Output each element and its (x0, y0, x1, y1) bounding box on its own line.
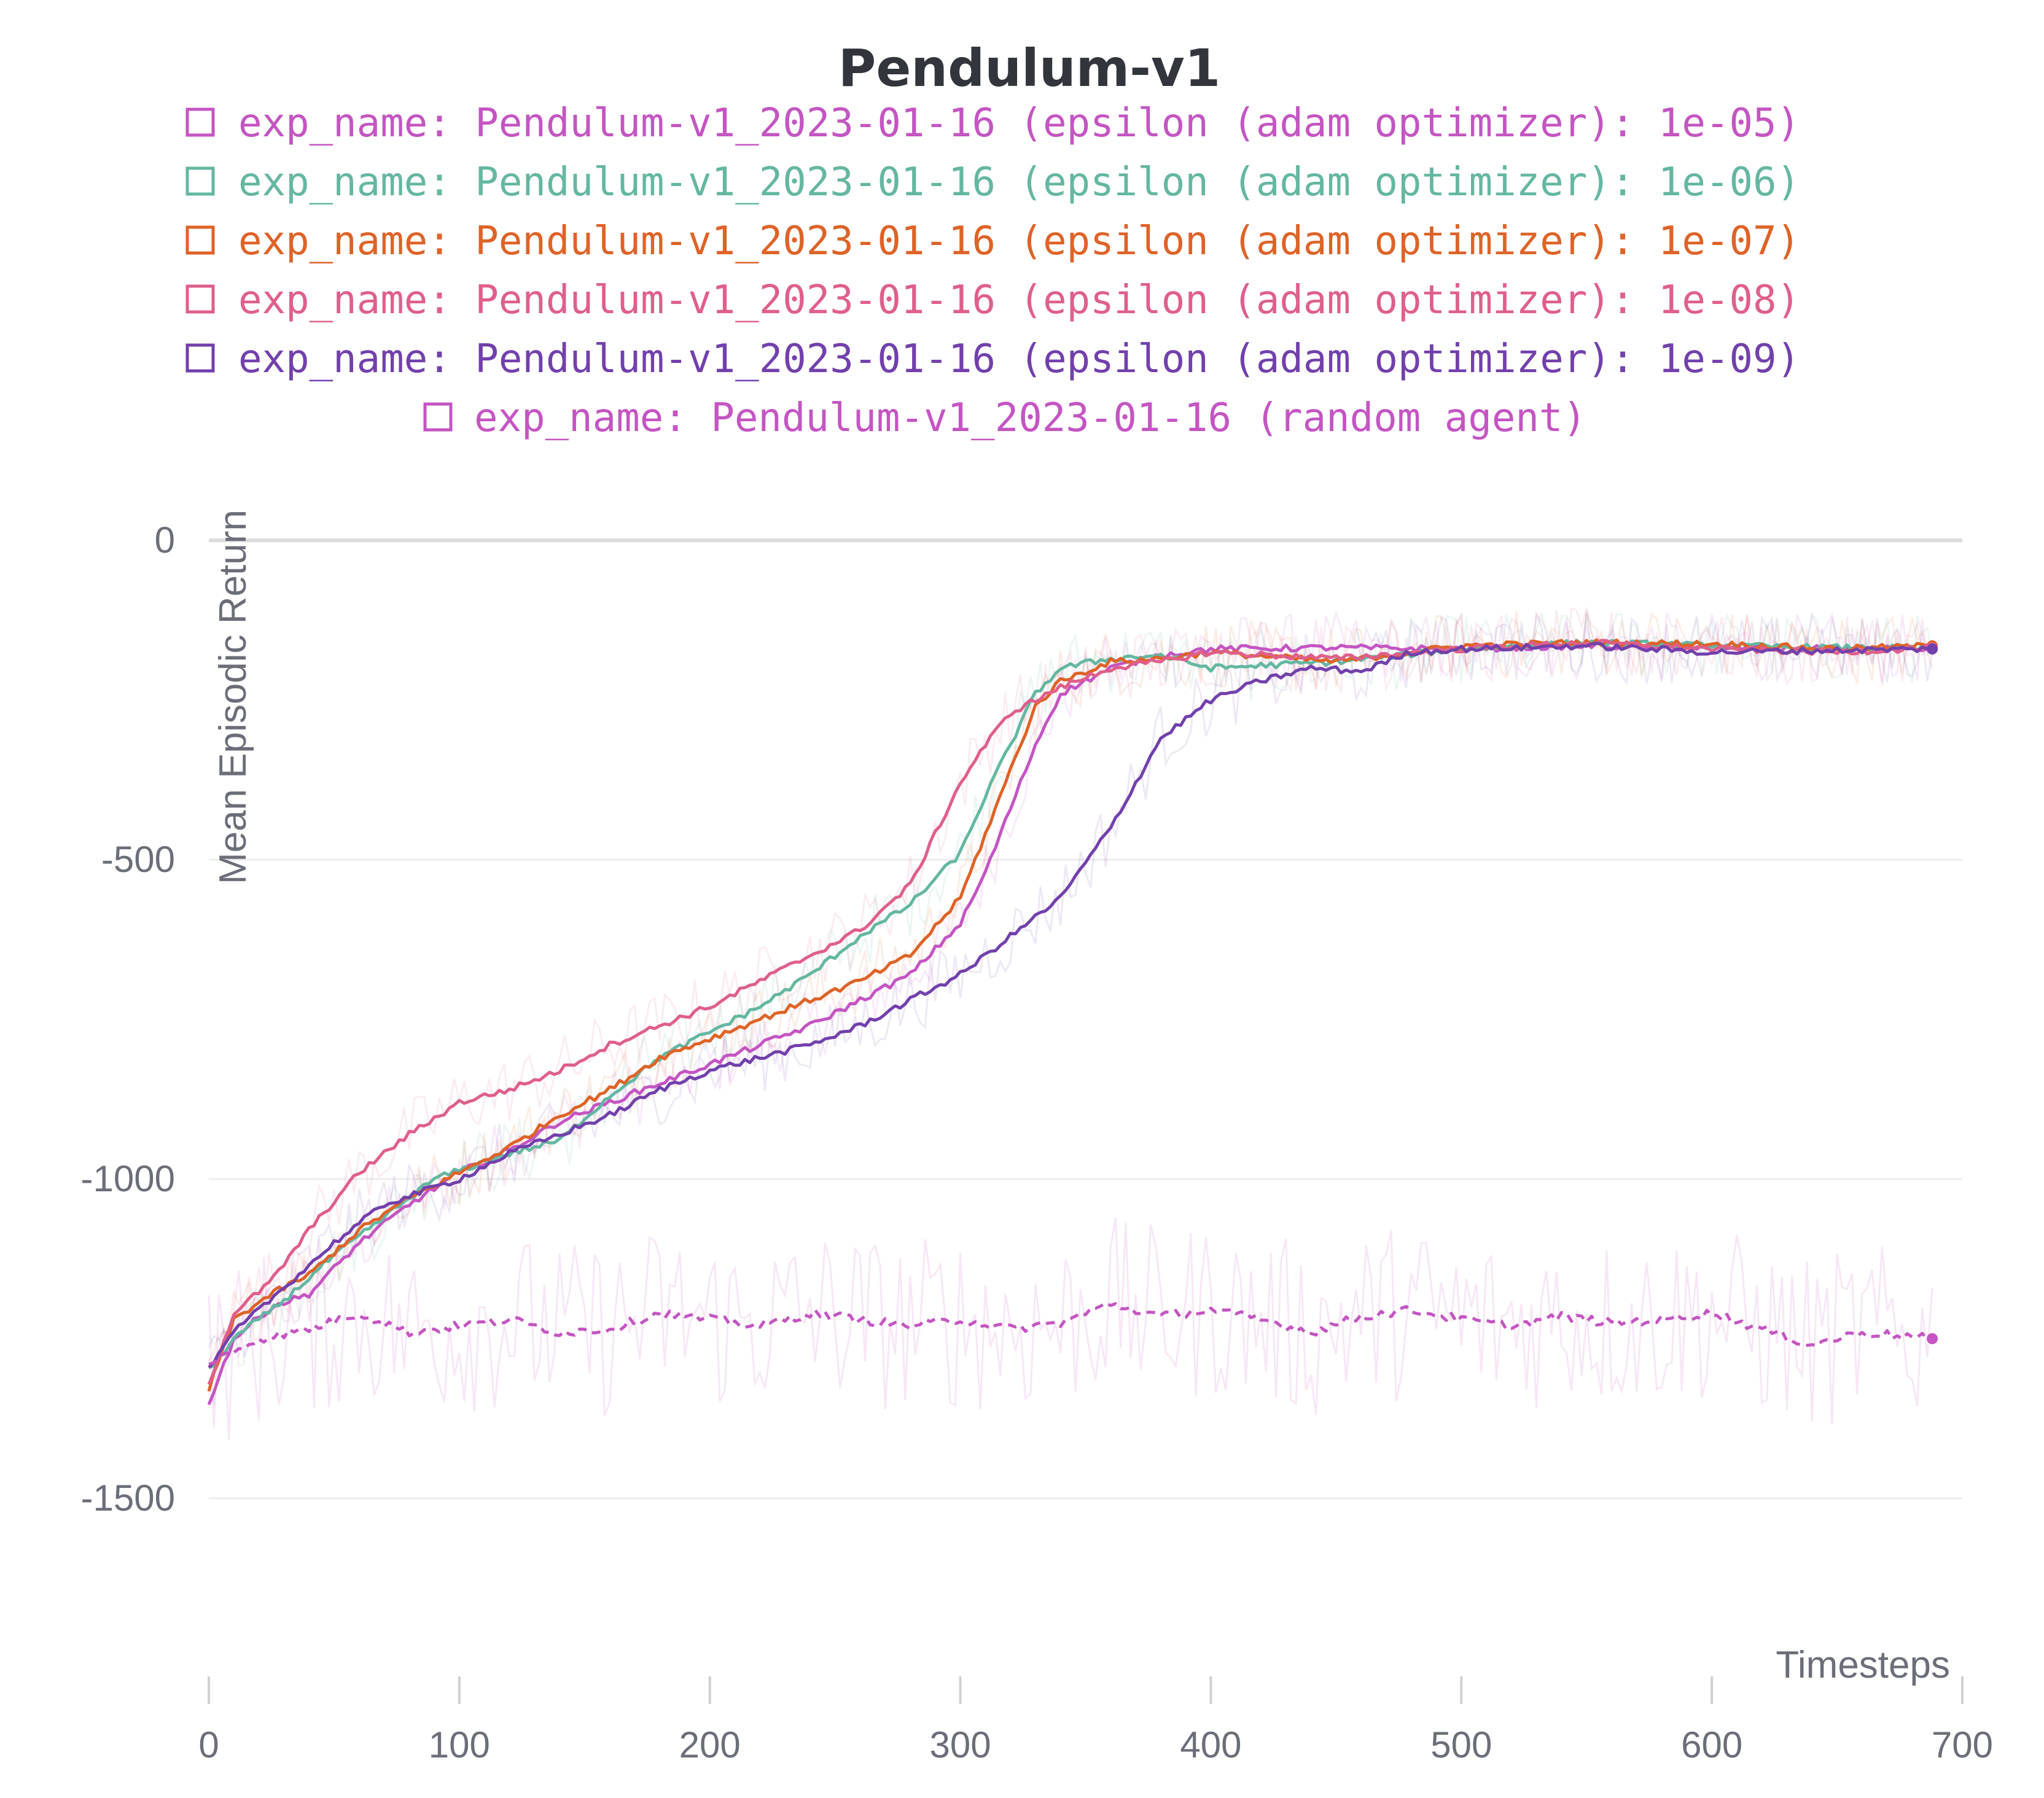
x-tick-label: 400 (1180, 1724, 1241, 1765)
series-line (208, 639, 1933, 1369)
legend-item[interactable]: exp_name: Pendulum-v1_2023-01-16 (epsilo… (185, 278, 1800, 323)
legend-item[interactable]: exp_name: Pendulum-v1_2023-01-16 (random… (423, 395, 1586, 441)
legend-item[interactable]: exp_name: Pendulum-v1_2023-01-16 (epsilo… (185, 160, 1800, 205)
x-tick-label: 300 (930, 1724, 991, 1765)
legend-label: exp_name: Pendulum-v1_2023-01-16 (epsilo… (238, 160, 1800, 205)
chart-grid (209, 539, 1962, 1500)
legend-item[interactable]: exp_name: Pendulum-v1_2023-01-16 (epsilo… (185, 101, 1800, 146)
y-tick-label: 0 (155, 520, 175, 561)
series-end-point (1927, 1333, 1938, 1344)
x-tick-label: 600 (1681, 1724, 1742, 1765)
legend-label: exp_name: Pendulum-v1_2023-01-16 (random… (474, 395, 1586, 441)
chart-legend[interactable]: exp_name: Pendulum-v1_2023-01-16 (epsilo… (185, 101, 1800, 441)
chart-axes: 0 -500 -1000 -1500 0 100 200 300 400 500 600 700 (81, 520, 1994, 1765)
chart-title: Pendulum-v1 (838, 38, 1220, 98)
legend-swatch-icon (185, 166, 215, 196)
series-line (208, 1301, 1933, 1366)
raw-series-trace (208, 609, 1933, 1368)
legend-label: exp_name: Pendulum-v1_2023-01-16 (epsilo… (238, 337, 1800, 382)
legend-swatch-icon (185, 284, 215, 314)
legend-swatch-icon (423, 402, 453, 432)
y-tick-label: -1500 (81, 1477, 175, 1519)
y-axis-label: Mean Episodic Return (212, 510, 254, 884)
raw-series-trace (208, 605, 1933, 1376)
legend-swatch-icon (185, 343, 215, 373)
series-line (208, 642, 1933, 1369)
x-axis-label: Timesteps (1776, 1644, 1950, 1686)
y-tick-label: -1000 (81, 1158, 175, 1199)
x-tick-label: 200 (679, 1724, 741, 1765)
raw-series-trace (208, 1217, 1933, 1441)
raw-series-noise (208, 605, 1933, 1441)
y-tick-label: -500 (101, 839, 175, 880)
x-tick-label: 0 (198, 1724, 219, 1765)
legend-label: exp_name: Pendulum-v1_2023-01-16 (epsilo… (238, 219, 1800, 264)
series-line (207, 639, 1933, 1385)
chart-series (207, 638, 1938, 1406)
legend-item[interactable]: exp_name: Pendulum-v1_2023-01-16 (epsilo… (185, 219, 1800, 264)
legend-swatch-icon (185, 107, 215, 137)
legend-label: exp_name: Pendulum-v1_2023-01-16 (epsilo… (238, 101, 1800, 146)
series-end-point (1927, 643, 1938, 655)
legend-item[interactable]: exp_name: Pendulum-v1_2023-01-16 (epsilo… (185, 337, 1800, 382)
x-tick-label: 500 (1430, 1724, 1492, 1765)
raw-series-trace (208, 611, 1933, 1361)
x-tick-label: 100 (429, 1724, 490, 1765)
legend-swatch-icon (185, 225, 215, 255)
legend-label: exp_name: Pendulum-v1_2023-01-16 (epsilo… (238, 278, 1800, 323)
x-tick-label: 700 (1932, 1724, 1993, 1765)
raw-series-trace (208, 611, 1933, 1358)
